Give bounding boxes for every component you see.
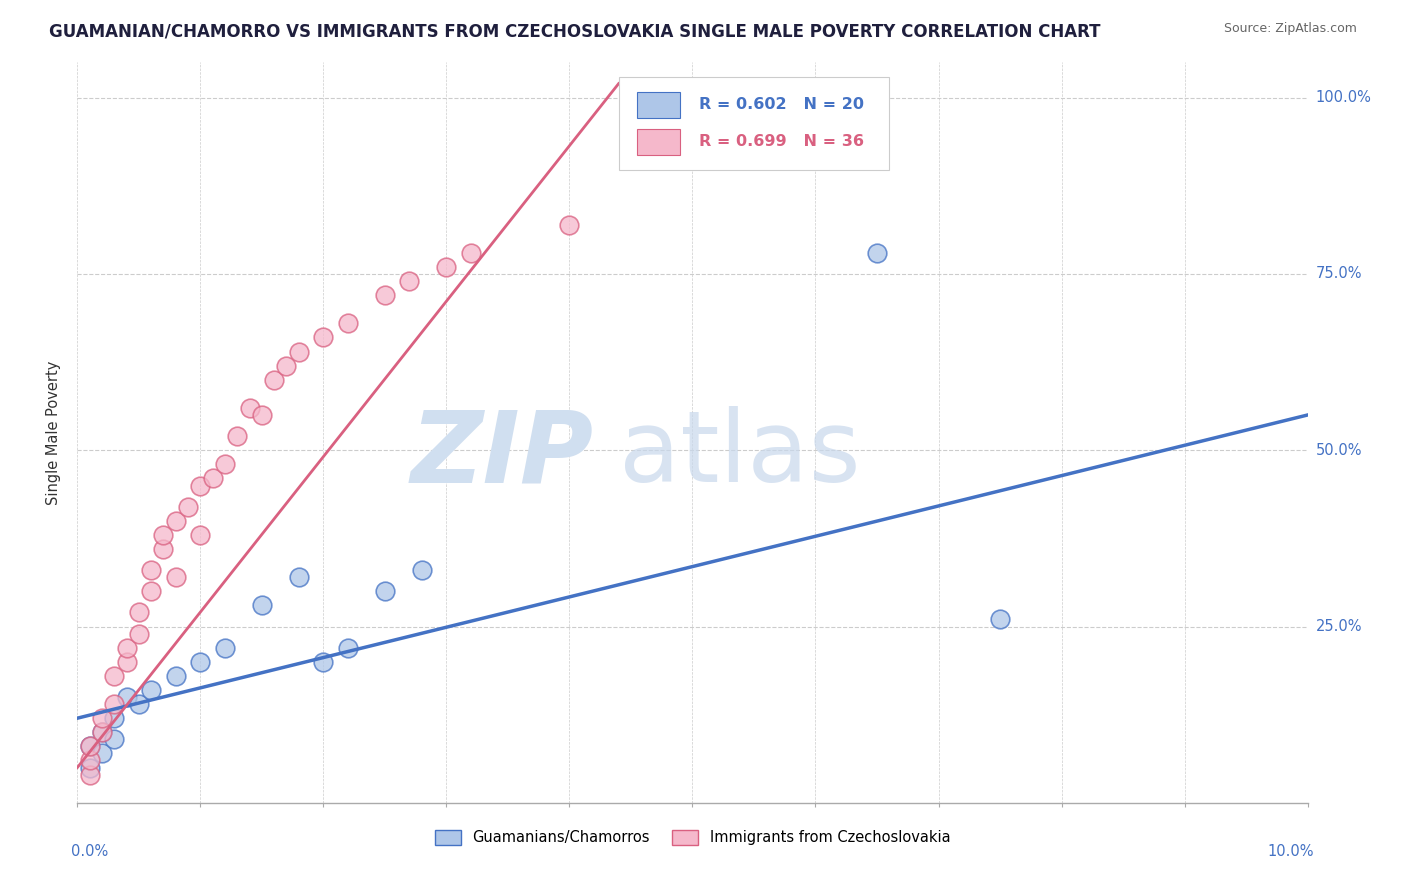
Point bbox=[141, 584, 163, 599]
Point bbox=[103, 697, 125, 711]
Point bbox=[436, 260, 458, 274]
Text: 100.0%: 100.0% bbox=[1316, 90, 1372, 105]
Point bbox=[141, 683, 163, 698]
Point bbox=[115, 690, 138, 704]
Point bbox=[141, 563, 163, 577]
Point bbox=[188, 528, 212, 542]
Text: 25.0%: 25.0% bbox=[1316, 619, 1362, 634]
Point bbox=[103, 669, 125, 683]
Point bbox=[165, 570, 187, 584]
Point bbox=[398, 274, 420, 288]
Point bbox=[288, 344, 311, 359]
Point bbox=[337, 640, 360, 655]
Point bbox=[558, 218, 581, 232]
Point bbox=[374, 584, 396, 599]
Point bbox=[263, 373, 285, 387]
Point bbox=[165, 514, 187, 528]
Point bbox=[239, 401, 262, 415]
Text: 75.0%: 75.0% bbox=[1316, 267, 1362, 282]
Point bbox=[79, 767, 101, 781]
Point bbox=[337, 316, 360, 330]
Point bbox=[460, 245, 482, 260]
Point bbox=[288, 570, 311, 584]
Text: 50.0%: 50.0% bbox=[1316, 442, 1362, 458]
Y-axis label: Single Male Poverty: Single Male Poverty bbox=[46, 360, 62, 505]
Point bbox=[128, 626, 150, 640]
Point bbox=[152, 541, 174, 556]
Point bbox=[128, 697, 150, 711]
Point bbox=[201, 471, 224, 485]
Point bbox=[250, 599, 273, 613]
Point bbox=[411, 563, 433, 577]
Text: 10.0%: 10.0% bbox=[1267, 844, 1313, 858]
Point bbox=[79, 739, 101, 754]
Point bbox=[866, 245, 889, 260]
Point bbox=[620, 112, 643, 126]
Point bbox=[79, 754, 101, 768]
Point bbox=[90, 725, 114, 739]
Text: GUAMANIAN/CHAMORRO VS IMMIGRANTS FROM CZECHOSLOVAKIA SINGLE MALE POVERTY CORRELA: GUAMANIAN/CHAMORRO VS IMMIGRANTS FROM CZ… bbox=[49, 22, 1101, 40]
Point bbox=[152, 528, 174, 542]
Point bbox=[90, 725, 114, 739]
Point bbox=[115, 655, 138, 669]
Point bbox=[79, 760, 101, 774]
Point bbox=[103, 711, 125, 725]
Point bbox=[214, 458, 236, 472]
FancyBboxPatch shape bbox=[637, 92, 681, 118]
Point bbox=[188, 478, 212, 492]
Point bbox=[226, 429, 249, 443]
Point bbox=[165, 669, 187, 683]
Point bbox=[374, 288, 396, 302]
Legend: Guamanians/Chamorros, Immigrants from Czechoslovakia: Guamanians/Chamorros, Immigrants from Cz… bbox=[429, 824, 956, 851]
Point bbox=[312, 330, 335, 344]
Point bbox=[988, 612, 1011, 626]
Point bbox=[79, 739, 101, 754]
Point bbox=[128, 606, 150, 620]
Text: 0.0%: 0.0% bbox=[72, 844, 108, 858]
Point bbox=[115, 640, 138, 655]
Text: ZIP: ZIP bbox=[411, 407, 595, 503]
Point bbox=[177, 500, 200, 514]
Point bbox=[90, 711, 114, 725]
Point bbox=[103, 732, 125, 747]
Text: Source: ZipAtlas.com: Source: ZipAtlas.com bbox=[1223, 22, 1357, 36]
Point bbox=[312, 655, 335, 669]
Point bbox=[90, 747, 114, 761]
Point bbox=[250, 408, 273, 422]
Text: R = 0.602   N = 20: R = 0.602 N = 20 bbox=[699, 97, 863, 112]
Point bbox=[188, 655, 212, 669]
Point bbox=[214, 640, 236, 655]
FancyBboxPatch shape bbox=[637, 128, 681, 154]
Text: R = 0.699   N = 36: R = 0.699 N = 36 bbox=[699, 134, 863, 149]
Text: atlas: atlas bbox=[619, 407, 860, 503]
FancyBboxPatch shape bbox=[619, 78, 890, 169]
Point bbox=[276, 359, 298, 373]
